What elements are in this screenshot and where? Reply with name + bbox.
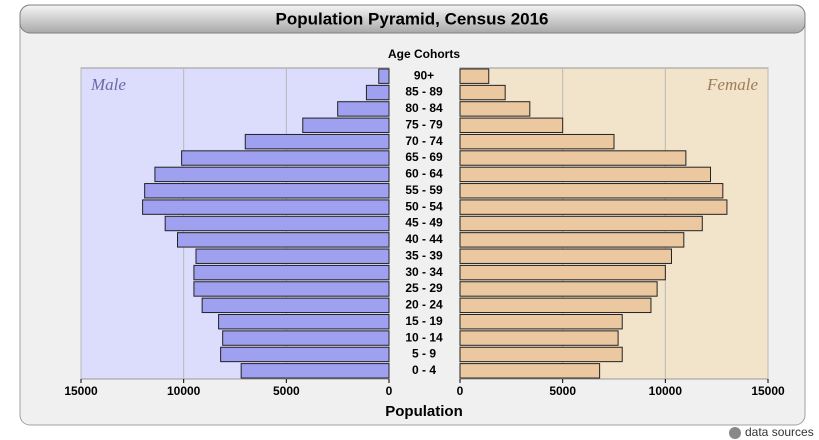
- legend-label: Female: [706, 75, 758, 94]
- x-tick-label: 5000: [273, 384, 300, 398]
- bar: [181, 150, 390, 166]
- category-label: 0 - 4: [412, 363, 436, 377]
- bar: [459, 314, 623, 330]
- bar: [193, 264, 390, 281]
- category-label: 15 - 19: [405, 314, 443, 328]
- bar: [220, 346, 390, 363]
- x-tick-label: 10000: [167, 384, 201, 398]
- x-tick-label: 15000: [64, 384, 98, 398]
- bar: [459, 166, 712, 183]
- bar: [302, 117, 390, 133]
- bar: [459, 248, 672, 264]
- bar: [459, 297, 652, 314]
- x-tick-label: 15000: [751, 384, 785, 398]
- category-label: 65 - 69: [405, 150, 443, 164]
- data-sources-link[interactable]: data sources: [745, 425, 814, 439]
- bar: [459, 346, 623, 363]
- bar: [459, 363, 601, 379]
- category-label: 60 - 64: [405, 167, 443, 181]
- x-tick-label: 10000: [649, 384, 683, 398]
- bar: [218, 314, 390, 330]
- bar: [459, 232, 685, 248]
- bar: [177, 232, 390, 248]
- bar: [459, 199, 728, 215]
- bar: [459, 101, 531, 117]
- bar: [459, 183, 724, 199]
- category-label: 10 - 14: [405, 330, 443, 344]
- legend-label: Male: [90, 75, 126, 94]
- x-tick-label: 0: [386, 384, 393, 398]
- info-icon[interactable]: [729, 427, 741, 439]
- category-label: 50 - 54: [405, 199, 443, 213]
- category-label: 35 - 39: [405, 248, 443, 262]
- bar: [337, 101, 390, 117]
- category-axis-label: Age Cohorts: [388, 47, 460, 61]
- bar: [459, 133, 615, 150]
- bar: [459, 264, 666, 281]
- category-label: 70 - 74: [405, 134, 443, 148]
- category-label: 20 - 24: [405, 298, 443, 312]
- bar: [222, 330, 390, 346]
- bar: [459, 281, 658, 297]
- category-label: 5 - 9: [412, 347, 436, 361]
- bar: [459, 215, 703, 232]
- category-label: 90+: [414, 68, 434, 82]
- bar: [459, 84, 506, 101]
- bar: [142, 199, 390, 215]
- category-label: 80 - 84: [405, 101, 443, 115]
- category-label: 85 - 89: [405, 85, 443, 99]
- x-tick-label: 5000: [549, 384, 576, 398]
- chart-title: Population Pyramid, Census 2016: [275, 9, 548, 28]
- bar: [144, 183, 390, 199]
- bar: [164, 215, 390, 232]
- category-label: 25 - 29: [405, 281, 443, 295]
- x-tick-label: 0: [457, 384, 464, 398]
- bar: [201, 297, 390, 314]
- bar: [154, 166, 390, 183]
- bar: [459, 150, 687, 166]
- header-bar: [19, 4, 806, 34]
- bar: [244, 133, 390, 150]
- bar: [193, 281, 390, 297]
- category-label: 55 - 59: [405, 183, 443, 197]
- bar: [195, 248, 390, 264]
- x-axis-label: Population: [385, 403, 463, 420]
- bar: [459, 68, 490, 84]
- category-label: 45 - 49: [405, 216, 443, 230]
- bar: [365, 84, 390, 101]
- bar: [240, 363, 390, 379]
- category-label: 30 - 34: [405, 265, 443, 279]
- bar: [459, 117, 564, 133]
- bar: [378, 68, 390, 84]
- bar: [459, 330, 619, 346]
- category-label: 75 - 79: [405, 117, 443, 131]
- category-label: 40 - 44: [405, 232, 443, 246]
